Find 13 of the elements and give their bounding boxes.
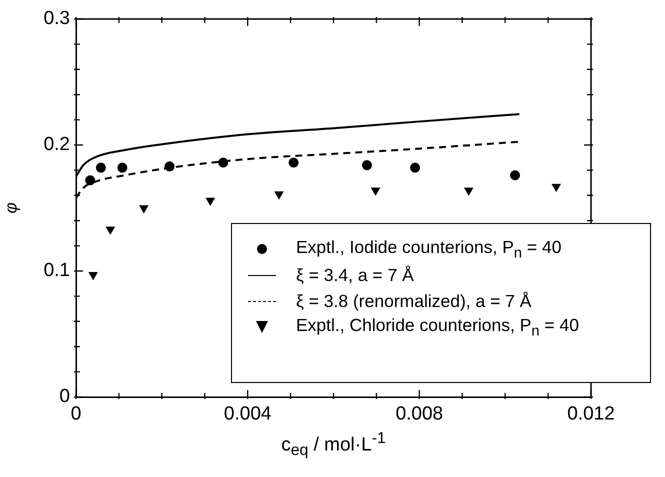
x-tick-label: 0.008: [396, 404, 444, 425]
y-tick-label: 0: [59, 386, 70, 408]
x-tick-label: 0.012: [567, 404, 615, 425]
y-axis-title: φ: [2, 202, 22, 214]
y-tick-label: 0.1: [44, 260, 70, 282]
y-tick-label: 0.2: [44, 134, 70, 156]
legend-label: ξ = 3.8 (renormalized), a = 7 Å: [296, 290, 532, 312]
x-tick-label: 0.004: [224, 404, 272, 425]
legend-label: ξ = 3.4, a = 7 Å: [296, 264, 414, 286]
x-axis-title: c$_{eq}$ / mol·L$^{-1}$: [280, 430, 387, 460]
y-tick-label: 0.3: [44, 8, 70, 30]
legend-label: Exptl., Iodide counterions, P$_{n}$ = 40: [296, 236, 562, 262]
legend-label: Exptl., Chloride counterions, P$_{n}$ = 40: [296, 314, 579, 340]
